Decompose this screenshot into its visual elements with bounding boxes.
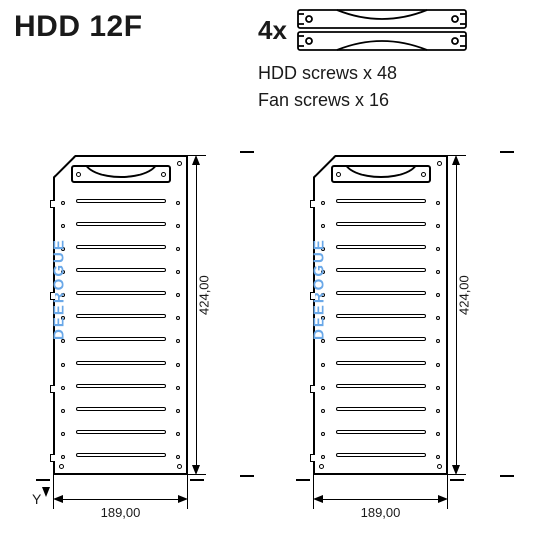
edge-notch (50, 385, 55, 393)
handle-hole (336, 172, 341, 177)
mount-hole (177, 161, 182, 166)
slot-row (315, 337, 446, 347)
width-value: 189,00 (53, 505, 188, 520)
edge-notch (50, 200, 55, 208)
slot-row (55, 453, 186, 463)
panel-outline: DEEROGUE (313, 155, 448, 475)
slot-row (315, 245, 446, 255)
mount-hole (437, 161, 442, 166)
height-value: 424,00 (457, 275, 472, 315)
fan-screws-label: Fan screws x 16 (258, 87, 518, 114)
slot-row (315, 314, 446, 324)
slot-array (315, 197, 446, 465)
parts-list: 4x HDD screws x 48 Fan screws x 16 (258, 8, 518, 114)
parts-text: HDD screws x 48 Fan screws x 16 (258, 60, 518, 114)
slot-array (55, 197, 186, 465)
bracket-row: 4x (258, 8, 518, 52)
dim-tick (190, 479, 204, 481)
slot-row (315, 407, 446, 417)
slot-row (55, 268, 186, 278)
handle-hole (76, 172, 81, 177)
slot-row (315, 453, 446, 463)
origin-marker: Y (32, 491, 41, 507)
dim-tick (240, 151, 254, 153)
slot-row (55, 314, 186, 324)
dim-tick (450, 479, 464, 481)
brand-text: DEEROGUE (51, 238, 68, 340)
height-dimension: 424,00 (190, 155, 240, 475)
slot-row (55, 384, 186, 394)
slot-row (55, 361, 186, 371)
bracket-qty: 4x (258, 15, 287, 46)
brand-text: DEEROGUE (311, 238, 328, 340)
slot-row (55, 245, 186, 255)
dim-tick (500, 475, 514, 477)
edge-notch (310, 385, 315, 393)
product-title: HDD 12F (14, 10, 143, 44)
edge-notch (310, 454, 315, 462)
dim-tick (36, 479, 50, 481)
slot-row (55, 199, 186, 209)
edge-notch (50, 292, 55, 300)
dim-tick (240, 475, 254, 477)
panel-view-left: DEEROGUE 424,00 189,00 Y (18, 155, 268, 545)
width-dimension: 189,00 (53, 485, 188, 525)
edge-notch (50, 454, 55, 462)
panel-view-right: DEEROGUE 424,00 189,00 (278, 155, 528, 545)
width-dimension: 189,00 (313, 485, 448, 525)
bracket-icon (297, 8, 467, 52)
slot-row (315, 268, 446, 278)
slot-row (55, 337, 186, 347)
handle-cutout (331, 165, 431, 183)
slot-row (55, 291, 186, 301)
slot-row (55, 407, 186, 417)
dim-tick (500, 151, 514, 153)
edge-notch (310, 200, 315, 208)
slot-row (315, 430, 446, 440)
slot-row (55, 430, 186, 440)
slot-row (55, 222, 186, 232)
dim-tick (296, 479, 310, 481)
handle-hole (161, 172, 166, 177)
slot-row (315, 361, 446, 371)
panel-outline: DEEROGUE (53, 155, 188, 475)
handle-cutout (71, 165, 171, 183)
edge-notch (310, 292, 315, 300)
height-value: 424,00 (197, 275, 212, 315)
hdd-screws-label: HDD screws x 48 (258, 60, 518, 87)
height-dimension: 424,00 (450, 155, 500, 475)
width-value: 189,00 (313, 505, 448, 520)
technical-drawing: DEEROGUE 424,00 189,00 Y DEEROGUE (18, 155, 538, 545)
handle-hole (421, 172, 426, 177)
slot-row (315, 291, 446, 301)
slot-row (315, 384, 446, 394)
slot-row (315, 199, 446, 209)
slot-row (315, 222, 446, 232)
